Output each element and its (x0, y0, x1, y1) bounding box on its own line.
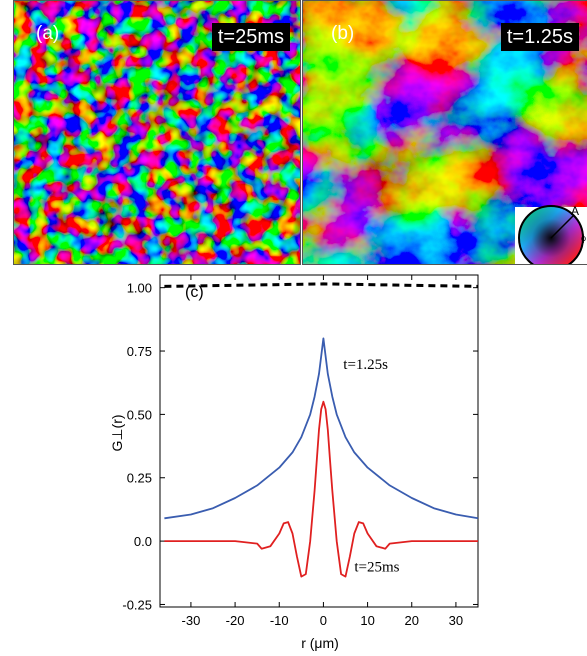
color-wheel-legend: A ϕ (515, 204, 587, 264)
phase-map-panel-b: A ϕ (b) t=1.25s (302, 0, 587, 265)
x-tick-label: 0 (320, 613, 327, 628)
x-axis-title: r (μm) (301, 635, 339, 651)
panel-label-b: (b) (331, 23, 355, 44)
time-label-b: t=1.25s (500, 23, 579, 51)
panel-label-a: (a) (36, 23, 60, 44)
y-tick-label: 1.00 (127, 281, 152, 296)
x-tick-label: -10 (270, 613, 289, 628)
series-reference-dashed (164, 282, 479, 288)
x-tick-label: 30 (449, 613, 463, 628)
y-axis-title: G⊥(r) (109, 414, 125, 451)
x-tick-label: -20 (226, 613, 245, 628)
plot-frame (159, 274, 479, 608)
annotation-early: t=25ms (354, 560, 399, 576)
correlation-chart: -30 -20 -10 0 10 20 30 -0.25 0.0 0.25 0.50 0.75 1.00… (109, 274, 479, 651)
y-tick-label: -0.25 (122, 597, 152, 612)
y-tick-label: 0.0 (134, 534, 152, 549)
x-tick-label: 10 (360, 613, 374, 628)
series-late-curve (164, 337, 479, 520)
time-label-a: t=25ms (211, 23, 290, 51)
x-tick-label: 20 (405, 613, 419, 628)
y-tick-label: 0.75 (127, 344, 152, 359)
y-tick-label: 0.25 (127, 471, 152, 486)
phase-map-panel-a: (a) t=25ms (13, 0, 301, 265)
y-tick-label: 0.50 (127, 407, 152, 422)
x-tick-label: -30 (182, 613, 201, 628)
wheel-phase-label: ϕ (581, 233, 586, 243)
series-early-curve (164, 400, 478, 578)
annotation-late: t=1.25s (343, 357, 388, 373)
wheel-amplitude-label: A (571, 204, 579, 218)
panel-label-c: (c) (185, 284, 204, 301)
